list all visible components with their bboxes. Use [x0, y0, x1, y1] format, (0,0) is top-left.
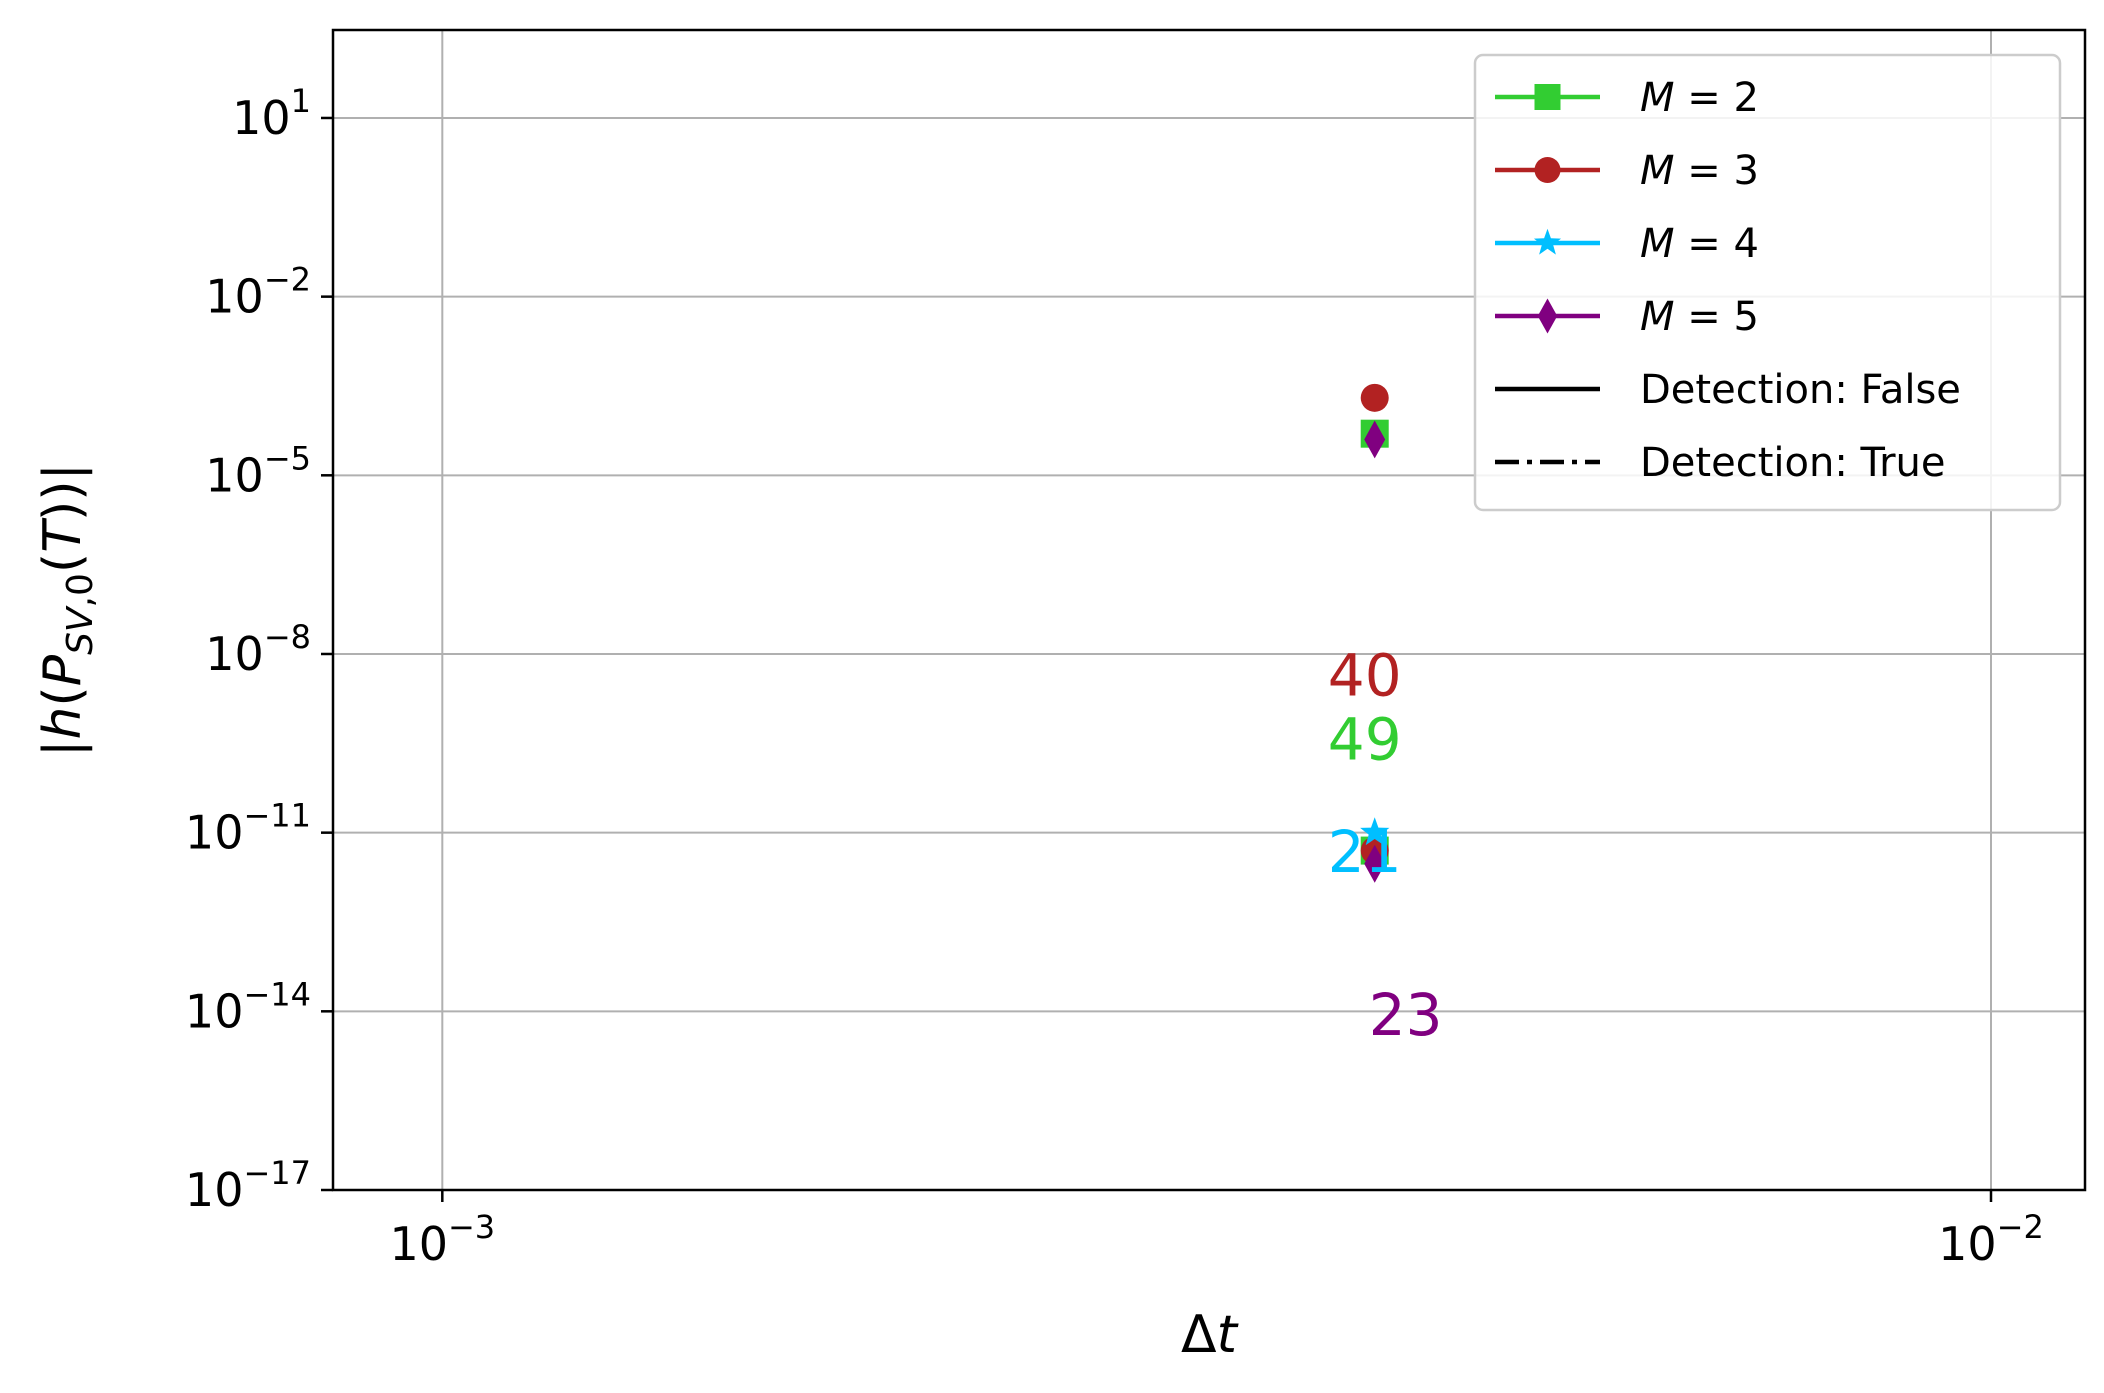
y-axis-label-part: | — [33, 740, 93, 758]
y-tick-label-base: 10 — [205, 270, 264, 324]
y-tick-label-exponent: −14 — [243, 975, 311, 1013]
legend-label-eq: = — [1675, 294, 1734, 340]
y-axis-label-part: SV — [60, 605, 101, 655]
legend-label-num: 3 — [1733, 148, 1758, 194]
y-tick-label-base: 10 — [232, 91, 291, 145]
point-series-5 — [1364, 420, 1386, 459]
data-points — [1360, 383, 1390, 883]
y-axis-label-part: ( — [33, 686, 93, 706]
y-tick-label: 10−14 — [185, 975, 311, 1038]
y-tick-label-exponent: −17 — [243, 1154, 311, 1192]
y-tick-label-base: 10 — [185, 1163, 244, 1217]
plot-frame — [331, 28, 2087, 1192]
legend-marker — [1534, 84, 1561, 110]
y-tick-label-exponent: −11 — [243, 797, 311, 835]
y-axis-label-part: P — [33, 654, 93, 686]
legend-label: M = 5 — [1640, 294, 1759, 340]
y-tick-label-exponent: −2 — [264, 261, 311, 299]
legend-label-num: 4 — [1733, 221, 1758, 267]
legend-item-4: M = 4 — [1495, 221, 1759, 267]
legend-label-var: M — [1640, 294, 1675, 340]
legend-item-detection: Detection: False — [1495, 367, 1961, 413]
legend-marker — [1537, 298, 1558, 334]
point-series-5 — [1364, 844, 1386, 883]
annotation-label: 21 — [1328, 818, 1402, 886]
y-axis-label-part: ))| — [33, 463, 93, 521]
legend-label-num: 2 — [1733, 75, 1758, 121]
y-tick-label-exponent: −5 — [264, 439, 311, 477]
annotation-label: 23 — [1369, 981, 1443, 1049]
x-axis-variable: t — [1217, 1305, 1239, 1365]
legend-item-5: M = 5 — [1495, 294, 1759, 340]
x-tick-label-base: 10 — [389, 1217, 448, 1271]
legend-label-num: 5 — [1733, 294, 1758, 340]
y-axis-label-part: ( — [33, 553, 93, 573]
x-tick-label-base: 10 — [1938, 1217, 1997, 1271]
x-tick-label-exponent: −3 — [448, 1208, 495, 1246]
point-series-4 — [1360, 817, 1390, 846]
y-tick-label: 10−5 — [205, 439, 311, 502]
tick-marks — [321, 116, 1993, 1202]
y-tick-label-base: 10 — [205, 627, 264, 681]
y-tick-label-base: 10 — [205, 448, 264, 502]
legend-label: M = 3 — [1640, 148, 1759, 194]
legend-label: Detection: False — [1640, 367, 1961, 413]
y-tick-label: 10−17 — [185, 1154, 311, 1217]
x-axis-label: Δt — [1181, 1305, 1239, 1365]
x-tick-label: 10−2 — [1938, 1208, 2044, 1271]
legend-label: M = 4 — [1640, 221, 1759, 267]
annotation-label: 40 — [1328, 642, 1402, 710]
legend-item-2: M = 2 — [1495, 75, 1759, 121]
legend-label-eq: = — [1675, 148, 1734, 194]
legend-marker — [1533, 228, 1562, 255]
legend-label: M = 2 — [1640, 75, 1759, 121]
y-tick-label: 10−2 — [205, 261, 311, 324]
y-tick-label: 10−11 — [185, 797, 311, 860]
annotation-label: 49 — [1328, 705, 1402, 773]
point-series-3 — [1360, 383, 1389, 412]
legend-label-eq: = — [1675, 75, 1734, 121]
y-axis-label-part: T — [33, 517, 93, 553]
legend-label: Detection: True — [1640, 440, 1945, 486]
y-tick-label-exponent: −8 — [264, 618, 311, 656]
legend-box — [1473, 53, 2062, 512]
legend-item-detection: Detection: True — [1495, 440, 1945, 486]
legend-item-3: M = 3 — [1495, 148, 1759, 194]
x-tick-label-exponent: −2 — [1997, 1208, 2044, 1246]
legend-label-var: M — [1640, 148, 1675, 194]
legend-label-var: M — [1640, 221, 1675, 267]
y-tick-label: 101 — [232, 82, 311, 145]
y-axis-label-part: ,0 — [60, 573, 101, 607]
legend-label-var: M — [1640, 75, 1675, 121]
legend-marker — [1534, 157, 1561, 183]
y-tick-label-base: 10 — [185, 806, 244, 860]
y-tick-label: 10−8 — [205, 618, 311, 681]
y-axis-label-part: h — [33, 707, 93, 740]
y-tick-label-exponent: 1 — [291, 82, 311, 120]
y-axis-label: |h(PSV,0(T))| — [33, 463, 101, 757]
x-tick-label: 10−3 — [389, 1208, 495, 1271]
legend-label-eq: = — [1675, 221, 1734, 267]
y-tick-label-base: 10 — [185, 984, 244, 1038]
